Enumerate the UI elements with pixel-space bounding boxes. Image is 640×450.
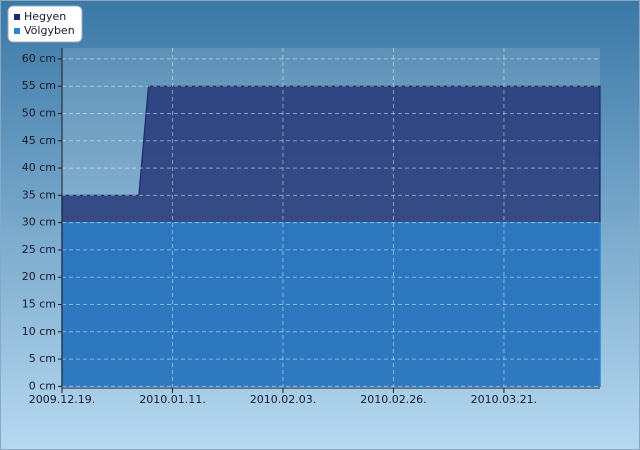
y-tick-label: 0 cm — [29, 379, 56, 392]
legend-swatch — [14, 28, 20, 34]
y-tick-label: 60 cm — [22, 52, 56, 65]
y-tick-label: 45 cm — [22, 134, 56, 147]
x-tick-label: 2010.01.11. — [139, 393, 205, 406]
y-tick-label: 5 cm — [29, 352, 56, 365]
x-tick-label: 2010.02.26. — [360, 393, 426, 406]
x-tick-label: 2010.02.03. — [250, 393, 316, 406]
y-tick-label: 30 cm — [22, 216, 56, 229]
y-tick-label: 55 cm — [22, 79, 56, 92]
y-tick-label: 25 cm — [22, 243, 56, 256]
y-tick-label: 15 cm — [22, 298, 56, 311]
y-tick-label: 20 cm — [22, 270, 56, 283]
y-tick-label: 50 cm — [22, 106, 56, 119]
legend-label: Völgyben — [24, 24, 75, 37]
y-tick-label: 40 cm — [22, 161, 56, 174]
legend-swatch — [14, 14, 20, 20]
y-tick-label: 10 cm — [22, 325, 56, 338]
legend-box — [7, 5, 83, 43]
x-tick-label: 2010.03.21. — [471, 393, 537, 406]
y-tick-label: 35 cm — [22, 188, 56, 201]
x-tick-label: 2009.12.19. — [29, 393, 95, 406]
legend-label: Hegyen — [24, 10, 66, 23]
